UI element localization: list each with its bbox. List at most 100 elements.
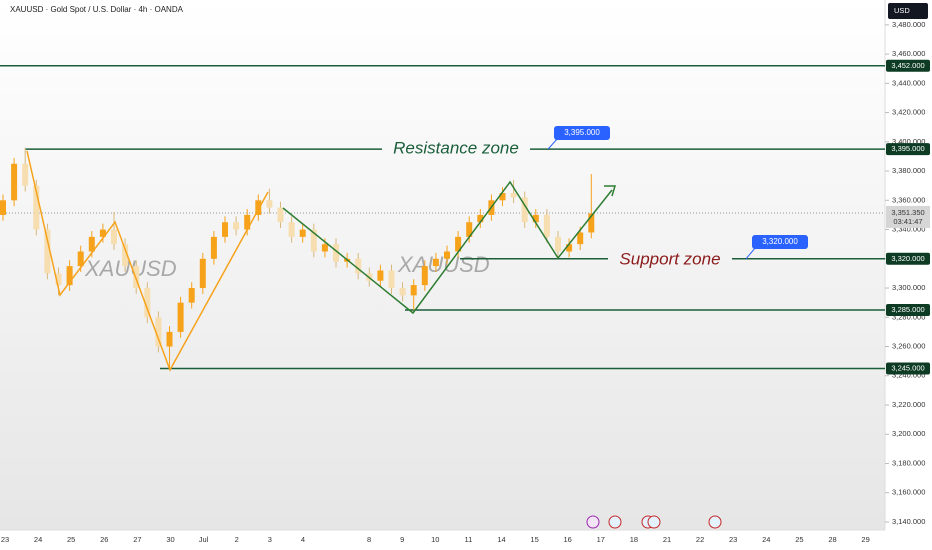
y-tick-label: 3,220.000 [892, 400, 925, 409]
price-axis [885, 0, 932, 550]
resistance-label: Resistance zone [393, 139, 519, 158]
candle-body [432, 258, 439, 267]
candle-body [255, 200, 262, 215]
y-tick-label: 3,240.000 [892, 371, 925, 380]
y-tick-label: 3,280.000 [892, 312, 925, 321]
candle-body [510, 192, 517, 198]
candle-body [299, 229, 306, 237]
y-tick-label: 3,380.000 [892, 166, 925, 175]
candle-body [543, 214, 550, 237]
candle-body [399, 288, 406, 296]
candle-body [555, 236, 561, 252]
candle-body [11, 163, 18, 201]
candle-body [166, 331, 173, 347]
y-tick-label: 3,180.000 [892, 458, 925, 467]
candle-body [111, 229, 117, 245]
x-tick-label: 16 [564, 535, 572, 544]
countdown-label: 03:41:47 [893, 217, 922, 226]
x-tick-label: 3 [268, 535, 272, 544]
candle-body [55, 273, 62, 286]
chart-title: XAUUSD · Gold Spot / U.S. Dollar · 4h · … [10, 5, 184, 14]
candle-body [66, 266, 73, 286]
watermark: XAUUSD [84, 256, 177, 281]
x-tick-label: 17 [597, 535, 605, 544]
x-tick-label: 30 [166, 535, 174, 544]
candle-body [455, 236, 462, 252]
candle-body [410, 285, 417, 296]
candle-body [577, 232, 584, 245]
x-tick-label: 8 [367, 535, 371, 544]
x-tick-label: 2 [235, 535, 239, 544]
candle-body [44, 229, 51, 274]
x-tick-label: 14 [497, 535, 505, 544]
y-tick-label: 3,420.000 [892, 108, 925, 117]
callout-label: 3,395.000 [564, 128, 600, 137]
x-tick-label: 24 [34, 535, 42, 544]
y-tick-label: 3,340.000 [892, 225, 925, 234]
x-tick-label: 10 [431, 535, 439, 544]
candle-body [99, 229, 106, 237]
level-tag [886, 143, 930, 156]
candle-body [222, 222, 228, 237]
candle-body [210, 236, 217, 259]
event-icon[interactable] [608, 515, 622, 529]
candle-body [122, 244, 129, 267]
candle-body [499, 192, 506, 201]
x-tick-label: 23 [729, 535, 737, 544]
y-tick-label: 3,300.000 [892, 283, 925, 292]
currency-box [888, 3, 928, 19]
candle-body [333, 244, 339, 262]
level-tag-label: 3,245.000 [891, 363, 924, 372]
callout-pointer [745, 246, 757, 260]
level-tag [886, 59, 930, 72]
y-tick-label: 3,360.000 [892, 195, 925, 204]
x-tick-label: 11 [465, 535, 473, 544]
current-price-tag [886, 205, 930, 228]
candle-body [144, 288, 151, 318]
y-tick-label: 3,160.000 [892, 488, 925, 497]
candle-body [199, 258, 206, 289]
candle-body [566, 244, 573, 252]
candle-body [444, 251, 450, 259]
currency: USD [894, 6, 910, 15]
event-icon[interactable] [647, 515, 661, 529]
x-tick-label: 23 [1, 535, 9, 544]
x-tick-label: 28 [828, 535, 836, 544]
candle-body [233, 222, 240, 230]
y-tick-label: 3,260.000 [892, 341, 925, 350]
x-tick-label: 25 [67, 535, 75, 544]
candle-body [155, 317, 162, 347]
callout-box [752, 235, 808, 249]
support-label: Support zone [619, 249, 720, 268]
x-tick-label: 9 [400, 535, 404, 544]
x-tick-label: 25 [795, 535, 803, 544]
candle-body [0, 200, 6, 215]
candle-body [77, 251, 84, 267]
zigzag-green [282, 180, 613, 315]
level-tag [886, 252, 930, 265]
y-tick-label: 3,400.000 [892, 137, 925, 146]
x-tick-label: 27 [133, 535, 141, 544]
plot-background [0, 0, 885, 530]
candle-body [288, 222, 295, 237]
x-tick-label: 22 [696, 535, 704, 544]
x-tick-label: 24 [762, 535, 770, 544]
event-icon[interactable] [586, 515, 600, 529]
candle-body [421, 266, 428, 286]
current-price-label: 3,351.350 [891, 208, 924, 217]
callout-label: 3,320.000 [762, 237, 798, 246]
candle-body [310, 229, 317, 252]
candle-body [188, 288, 195, 303]
level-tag-label: 3,285.000 [891, 305, 924, 314]
candle-body [521, 197, 528, 223]
level-tag-label: 3,395.000 [891, 144, 924, 153]
event-icon[interactable] [708, 515, 722, 529]
zigzag-orange [26, 150, 269, 372]
candle-body [321, 244, 328, 252]
x-tick-label: 4 [301, 535, 305, 544]
y-tick-label: 3,140.000 [892, 517, 925, 526]
level-tag [886, 303, 930, 316]
candle-body [244, 214, 251, 230]
candle-body [377, 270, 384, 281]
